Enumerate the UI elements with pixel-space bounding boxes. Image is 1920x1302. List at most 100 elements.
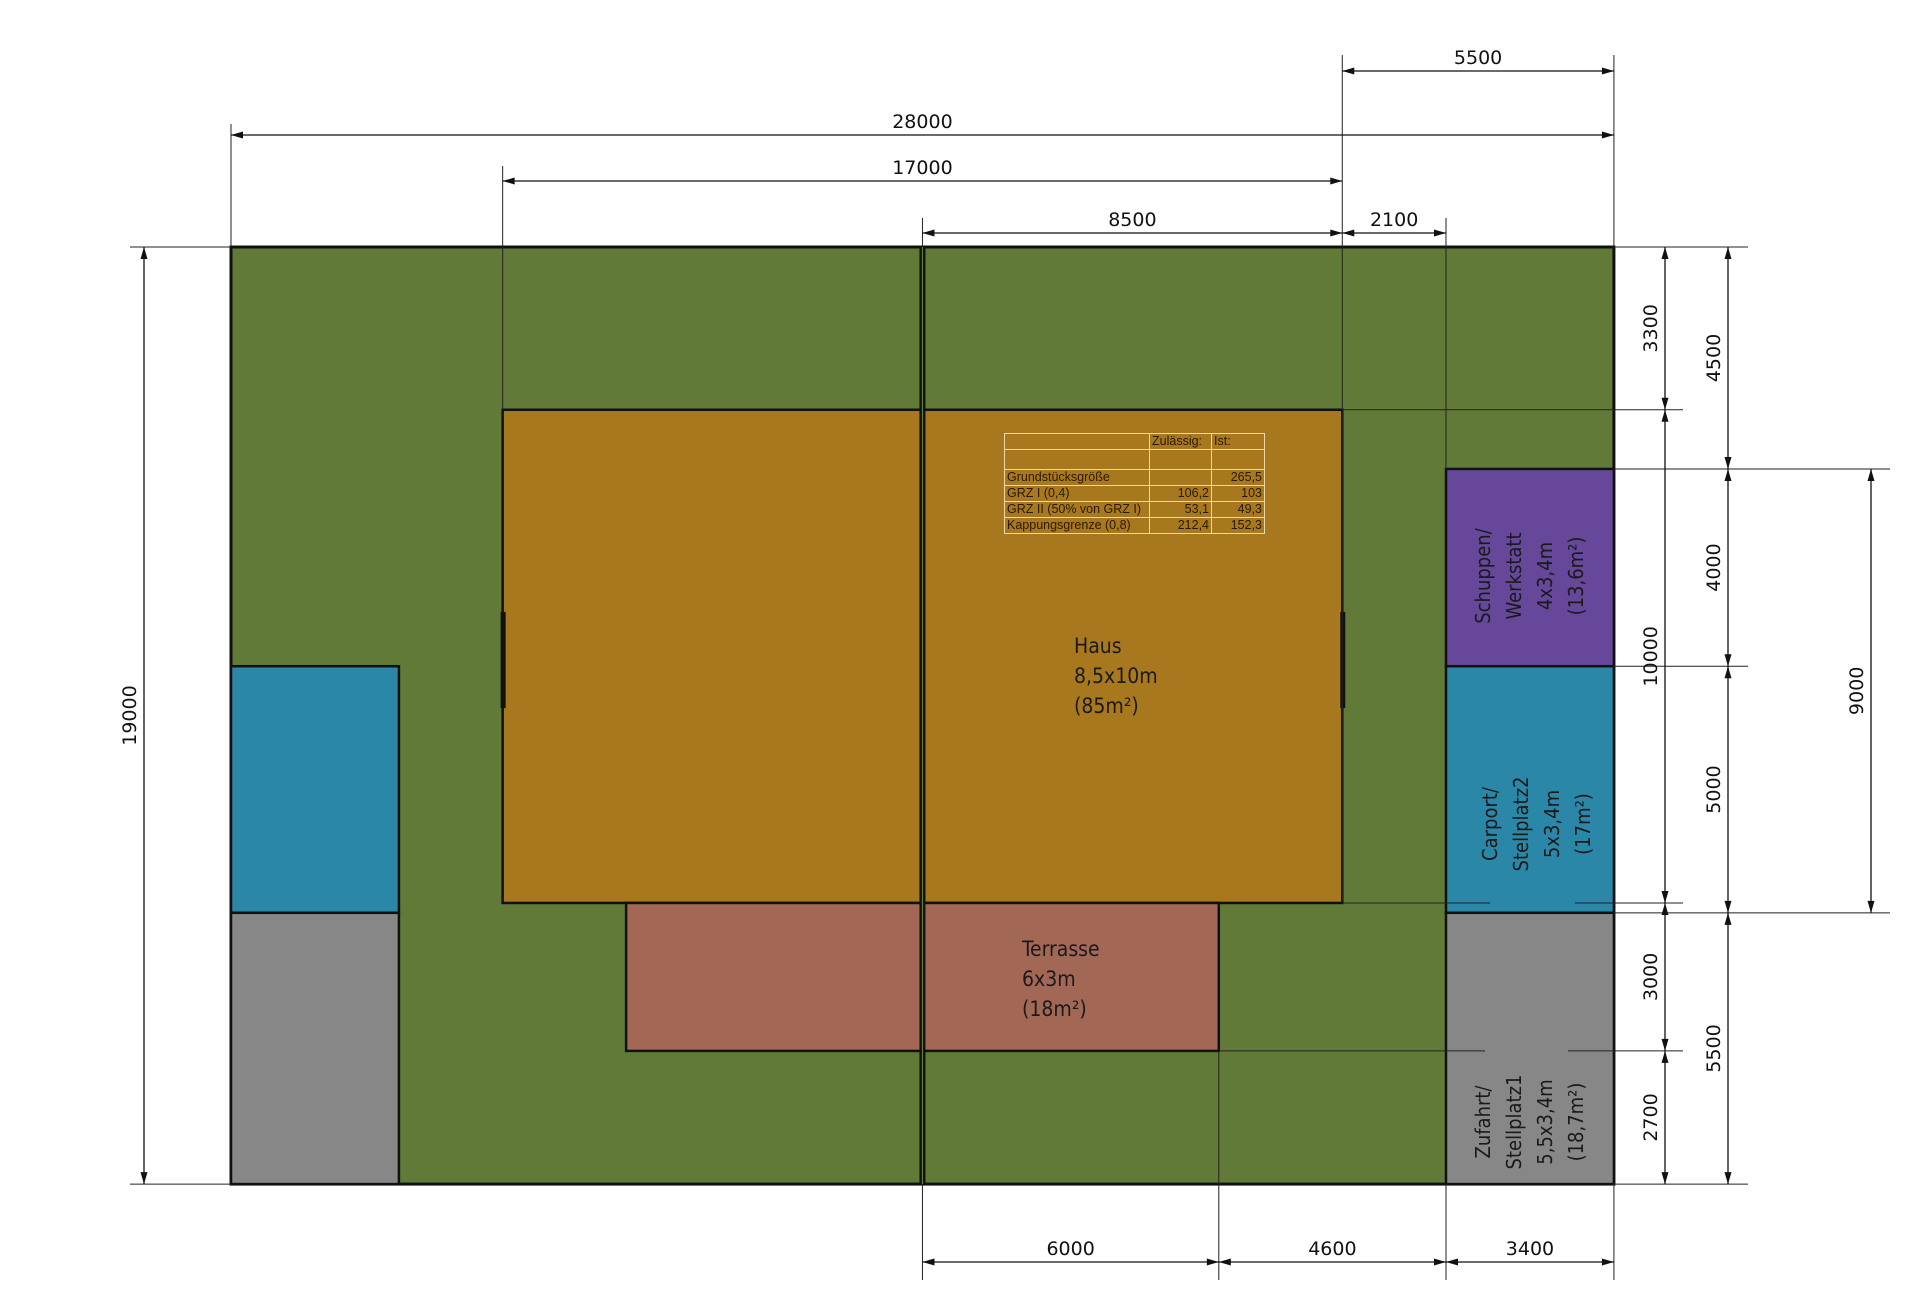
arrowhead [1601,131,1614,139]
dimension-label: 5500 [1454,47,1502,69]
carport-label: (17m²) [1571,793,1595,855]
dimension-label: 4600 [1308,1238,1356,1260]
dimension-label: 8500 [1108,209,1156,231]
arrowhead [1601,1258,1614,1266]
arrowhead [1433,229,1446,237]
arrowhead [1661,1172,1669,1185]
table-header: Zulässig: [1149,433,1212,450]
table-row [1004,449,1265,470]
driveway-label: Zufahrt/ [1471,1085,1495,1159]
driveway-label: Stellplatz1 [1502,1075,1526,1170]
table-cell [1149,449,1212,470]
shed [1444,467,1616,668]
arrowhead [1206,1258,1219,1266]
arrowhead [1724,654,1732,667]
table-row: GRZ II (50% von GRZ I) 53,1 49,3 [1004,501,1265,518]
shed-label: Schuppen/ [1471,527,1495,623]
table-row: GRZ I (0,4) 106,2 103 [1004,485,1265,502]
dimension-label: 17000 [892,157,952,179]
table-cell [1211,449,1265,470]
dimension-label: 19000 [119,685,141,745]
arrowhead [1661,1038,1669,1051]
shed-label: (13,6m²) [1564,537,1588,616]
door-left [500,611,506,709]
arrowhead [1661,890,1669,903]
dimension-label: 28000 [892,111,952,133]
house-label: 8,5x10m [1074,664,1158,688]
dimension-label: 5500 [1703,1024,1725,1072]
carport-label: Stellplatz2 [1509,777,1533,872]
driveway [1444,911,1616,1186]
shed-label: 4x3,4m [1533,542,1557,610]
table-cell [1004,449,1150,470]
arrowhead [1661,1050,1669,1063]
left-gray-area [229,911,401,1186]
dimension-label: 4500 [1703,334,1725,382]
terrace-label: Terrasse [1021,937,1100,961]
arrowhead [922,1258,935,1266]
arrowhead [1661,397,1669,410]
arrowhead [1661,409,1669,422]
area-table: Zulässig: Ist: Grundstücksgröße 265,5 GRZ… [1004,433,1265,534]
arrowhead [1724,456,1732,469]
arrowhead [1342,229,1355,237]
dimension-label: 3300 [1640,304,1662,352]
dimension-label: 2100 [1370,209,1418,231]
arrowhead [1724,247,1732,259]
arrowhead [1218,1258,1231,1266]
arrowhead [1724,1172,1732,1185]
terrace-label: 6x3m [1022,967,1076,991]
arrowhead [1724,468,1732,481]
arrowhead [140,247,148,259]
table-cell: 152,3 [1211,517,1265,534]
dimension-label: 10000 [1640,626,1662,686]
table-header-row: Zulässig: Ist: [1004,433,1265,450]
table-cell: GRZ I (0,4) [1004,485,1150,502]
house-label: Haus [1074,634,1122,658]
arrowhead [1330,229,1343,237]
arrowhead [140,1172,148,1185]
driveway-label: 5,5x3,4m [1533,1079,1557,1164]
arrowhead [1661,902,1669,915]
dimension-label: 9000 [1846,667,1868,715]
table-row: Grundstücksgröße 265,5 [1004,469,1265,486]
dimension-label: 5000 [1703,765,1725,813]
table-cell: 265,5 [1211,469,1265,486]
table-cell: 103 [1211,485,1265,502]
arrowhead [231,131,243,139]
carport [1444,664,1616,915]
arrowhead [502,177,515,185]
table-cell: Kappungsgrenze (0,8) [1004,517,1150,534]
table-cell: 212,4 [1149,517,1212,534]
arrowhead [1445,1258,1458,1266]
arrowhead [1724,912,1732,925]
arrowhead [1724,900,1732,913]
dimension-label: 3400 [1506,1238,1554,1260]
arrowhead [1601,67,1614,75]
table-header [1004,433,1150,450]
arrowhead [1330,177,1343,185]
arrowhead [1661,247,1669,259]
arrowhead [1724,666,1732,679]
arrowhead [1342,67,1355,75]
table-cell: 106,2 [1149,485,1212,502]
table-row: Kappungsgrenze (0,8) 212,4 152,3 [1004,517,1265,534]
left-blue-area [229,664,401,915]
table-cell: Grundstücksgröße [1004,469,1150,486]
terrace-label: (18m²) [1022,997,1087,1021]
arrowhead [922,229,935,237]
carport-label: Carport/ [1478,786,1502,861]
carport-label: 5x3,4m [1540,790,1564,858]
driveway-label: (18,7m²) [1564,1083,1588,1162]
shed-label: Werkstatt [1502,532,1526,619]
dimension-label: 2700 [1640,1093,1662,1141]
table-cell [1149,469,1212,486]
dimension-label: 3000 [1640,953,1662,1001]
arrowhead [1867,900,1875,913]
table-header: Ist: [1211,433,1265,450]
dimension-label: 4000 [1703,543,1725,591]
arrowhead [1867,468,1875,481]
dimension-label: 6000 [1046,1238,1094,1260]
